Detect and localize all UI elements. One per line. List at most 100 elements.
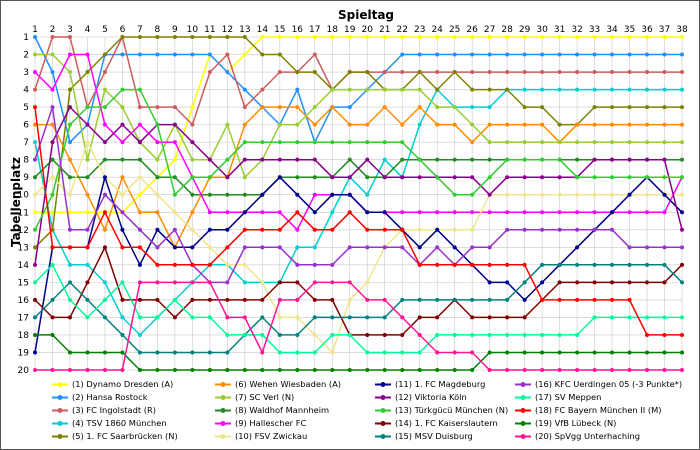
data-point [277,280,282,285]
data-point [207,297,212,302]
data-point [33,70,37,75]
y-tick-label: 8 [23,156,29,166]
data-point [365,297,370,302]
data-point [295,350,300,355]
series-line [34,106,682,284]
data-point [207,192,212,197]
data-point [680,105,684,110]
data-point [33,175,37,180]
data-point [347,87,352,92]
data-point [627,192,632,197]
data-point [277,350,282,355]
data-point [557,122,562,127]
data-point [382,245,387,250]
data-point [540,210,545,215]
data-point [522,122,527,127]
series-line [34,88,682,231]
legend-label: (10) FSV Zwickau [235,431,308,441]
position-chart: 1 2 3 4 5 6 7 8 9 10 11 12 13 14 15 16 17 18 19 20 21 22 23 24 2… [9,8,688,376]
data-point [435,332,440,337]
data-point [662,245,667,250]
data-point [575,210,580,215]
data-point [137,227,142,232]
x-tick-label: 6 [120,25,126,35]
data-point [610,227,615,232]
data-point [67,350,72,355]
data-point [137,105,142,110]
data-point [452,350,457,355]
data-point [487,315,492,320]
legend-label: (19) VfB Lübeck (N) [535,418,617,428]
data-point [487,157,492,162]
data-point [242,122,247,127]
data-point [487,245,492,250]
data-point [610,87,615,92]
legend-label: (12) Viktoria Köln [395,392,467,402]
data-point [662,70,667,75]
data-point [155,297,160,302]
data-point [50,122,55,127]
data-point [330,315,335,320]
data-point [190,245,195,250]
series-line [35,36,682,214]
data-point [522,332,527,337]
data-point [505,368,510,372]
data-point [225,52,230,57]
data-point [557,227,562,232]
data-point [452,175,457,180]
x-tick-label: 22 [396,25,407,35]
data-point [645,368,650,372]
data-point [120,368,125,372]
data-point [400,175,405,180]
data-point [102,175,107,180]
data-point [645,122,650,127]
data-point [50,227,55,232]
series-line [34,264,683,354]
data-point [190,122,195,127]
data-point [260,227,265,232]
data-point [435,70,440,75]
data-point [50,192,55,197]
x-tick-label: 32 [571,25,582,35]
data-point [400,140,405,145]
data-point [365,87,370,92]
data-point [242,192,247,197]
data-point [67,175,72,180]
data-point [67,157,72,162]
data-point [365,192,370,197]
data-point [610,52,615,57]
series-19 [33,332,684,372]
data-point [417,52,422,57]
data-point [277,175,282,180]
series-1 [33,35,684,215]
data-point [627,140,632,145]
data-point [400,157,405,162]
x-tick-label: 29 [519,25,531,35]
data-point [207,70,212,75]
x-tick-label: 2 [50,25,56,35]
data-point [312,122,317,127]
data-point [435,175,440,180]
series-line [34,36,682,143]
data-point [365,122,370,127]
data-point [435,227,440,232]
data-point [417,332,422,337]
data-point [260,140,265,145]
data-point [137,368,142,372]
x-tick-label: 8 [155,25,161,35]
series-line [35,334,682,371]
data-point [33,297,37,302]
data-point [85,52,90,57]
data-point [312,368,317,372]
x-tick-label: 23 [414,25,425,35]
data-point [242,297,247,302]
data-point [295,87,300,92]
y-tick-label: 15 [18,278,29,288]
data-point [67,122,72,127]
x-tick-label: 4 [85,25,91,35]
data-point [435,87,440,92]
y-tick-label: 16 [18,296,30,306]
data-point [627,105,632,110]
data-point [505,35,510,39]
data-point [610,192,615,197]
